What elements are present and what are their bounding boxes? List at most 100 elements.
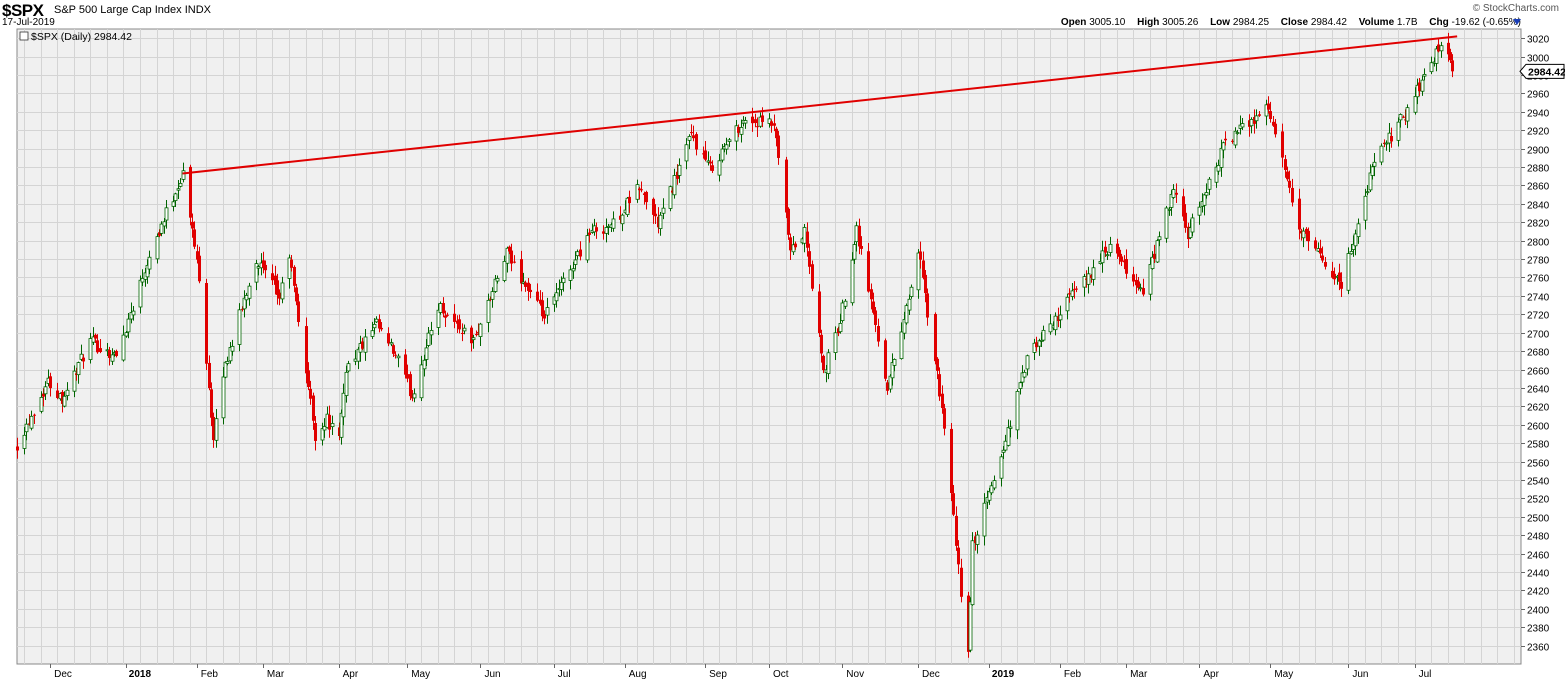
candle-up <box>370 330 375 337</box>
y-tick-label: 2920 <box>1527 127 1550 138</box>
chg-label: Chg <box>1429 17 1449 28</box>
candle-down <box>811 264 814 289</box>
candle-up <box>363 336 368 353</box>
candle-up <box>1434 48 1439 64</box>
candle-up <box>899 331 904 360</box>
candle-up <box>992 480 997 489</box>
candle-up <box>1008 426 1013 429</box>
y-tick-label: 2580 <box>1527 440 1550 451</box>
candle-down <box>595 227 598 232</box>
candle-down <box>75 373 78 375</box>
candle-up <box>1148 263 1153 295</box>
candle-down <box>158 232 161 236</box>
candle-up <box>559 281 564 290</box>
candle-down <box>274 275 277 285</box>
y-tick-label: 2360 <box>1527 643 1550 654</box>
chart-date: 17-Jul-2019 <box>2 17 55 28</box>
candle-down <box>458 319 461 330</box>
candle-down <box>789 237 792 251</box>
candle-down <box>1184 212 1187 228</box>
y-tick-label: 2960 <box>1527 90 1550 101</box>
candle-up <box>1048 323 1053 333</box>
candle-up <box>124 332 129 337</box>
candle-down <box>936 358 939 371</box>
candle-up <box>554 292 559 302</box>
candle-up <box>1006 427 1011 446</box>
candle-down <box>520 259 523 284</box>
candle-up <box>214 418 219 441</box>
candle-down <box>645 191 648 203</box>
candle-down <box>115 350 118 357</box>
candle-down <box>208 362 211 389</box>
candle-up <box>341 392 346 418</box>
candle-down <box>1383 142 1386 145</box>
candle-down <box>1258 114 1261 116</box>
candle-up <box>471 337 476 341</box>
candle-up <box>121 334 126 361</box>
dropdown-arrow-icon[interactable] <box>1513 19 1521 25</box>
price-tag-box <box>1519 63 1565 79</box>
candle-down <box>404 354 407 375</box>
candle-up <box>389 342 394 345</box>
candle-down <box>198 255 201 282</box>
legend: $SPX (Daily) 2984.42 <box>19 31 132 43</box>
candle-down <box>361 341 364 349</box>
candle-down <box>1288 180 1291 188</box>
candle-down <box>643 193 646 195</box>
candle-up <box>970 540 975 606</box>
candle-down <box>1035 342 1038 348</box>
legend-swatch <box>19 31 29 41</box>
y-tick-label: 2600 <box>1527 422 1550 433</box>
candle-up <box>1204 192 1209 196</box>
candle-down <box>309 388 312 399</box>
candle-up <box>573 259 578 265</box>
candle-down <box>967 595 970 652</box>
candle-up <box>344 371 349 396</box>
candle-down <box>1324 261 1327 267</box>
y-tick-label: 3000 <box>1527 54 1550 65</box>
candle-down <box>1118 249 1121 257</box>
chart-header: $SPX S&P 500 Large Cap Index INDX 17-Jul… <box>0 0 1565 28</box>
candle-down <box>312 395 315 421</box>
close-value: 2984.42 <box>1310 17 1347 28</box>
candle-down <box>1307 230 1310 242</box>
candle-down <box>508 246 511 252</box>
candle-down <box>1104 246 1107 253</box>
candle-down <box>276 280 279 295</box>
candle-up <box>1053 315 1058 331</box>
candle-down <box>61 391 64 404</box>
candle-up <box>176 188 181 191</box>
candle-up <box>684 144 689 162</box>
candle-down <box>394 354 397 356</box>
candle-down <box>822 355 825 371</box>
candle-up <box>1429 62 1434 73</box>
candle-down <box>787 208 790 235</box>
candle-up <box>687 136 692 141</box>
candle-down <box>82 357 85 362</box>
candle-up <box>1346 253 1351 291</box>
y-tick-label: 2420 <box>1527 587 1550 598</box>
candle-up <box>490 291 495 300</box>
candle-down <box>794 243 797 248</box>
candle-up <box>505 247 510 264</box>
y-tick-label: 2460 <box>1527 551 1550 562</box>
candle-down <box>108 350 111 358</box>
candle-down <box>477 331 480 334</box>
y-tick-label: 3020 <box>1527 35 1550 46</box>
candle-up <box>1058 314 1063 321</box>
y-tick-label: 2720 <box>1527 311 1550 322</box>
candle-up <box>585 235 590 261</box>
candle-down <box>524 282 527 287</box>
candle-up <box>982 502 987 537</box>
price-tag: 2984.42 <box>1519 63 1565 79</box>
candle-down <box>1187 226 1190 240</box>
candle-up <box>724 144 729 150</box>
y-tick-label: 2380 <box>1527 624 1550 635</box>
candle-up <box>904 305 909 324</box>
y-tick-label: 2480 <box>1527 532 1550 543</box>
candle-up <box>247 285 252 299</box>
y-tick-label: 2500 <box>1527 514 1550 525</box>
candle-up <box>1240 123 1245 128</box>
candle-down <box>950 428 953 494</box>
candle-up <box>826 352 831 374</box>
